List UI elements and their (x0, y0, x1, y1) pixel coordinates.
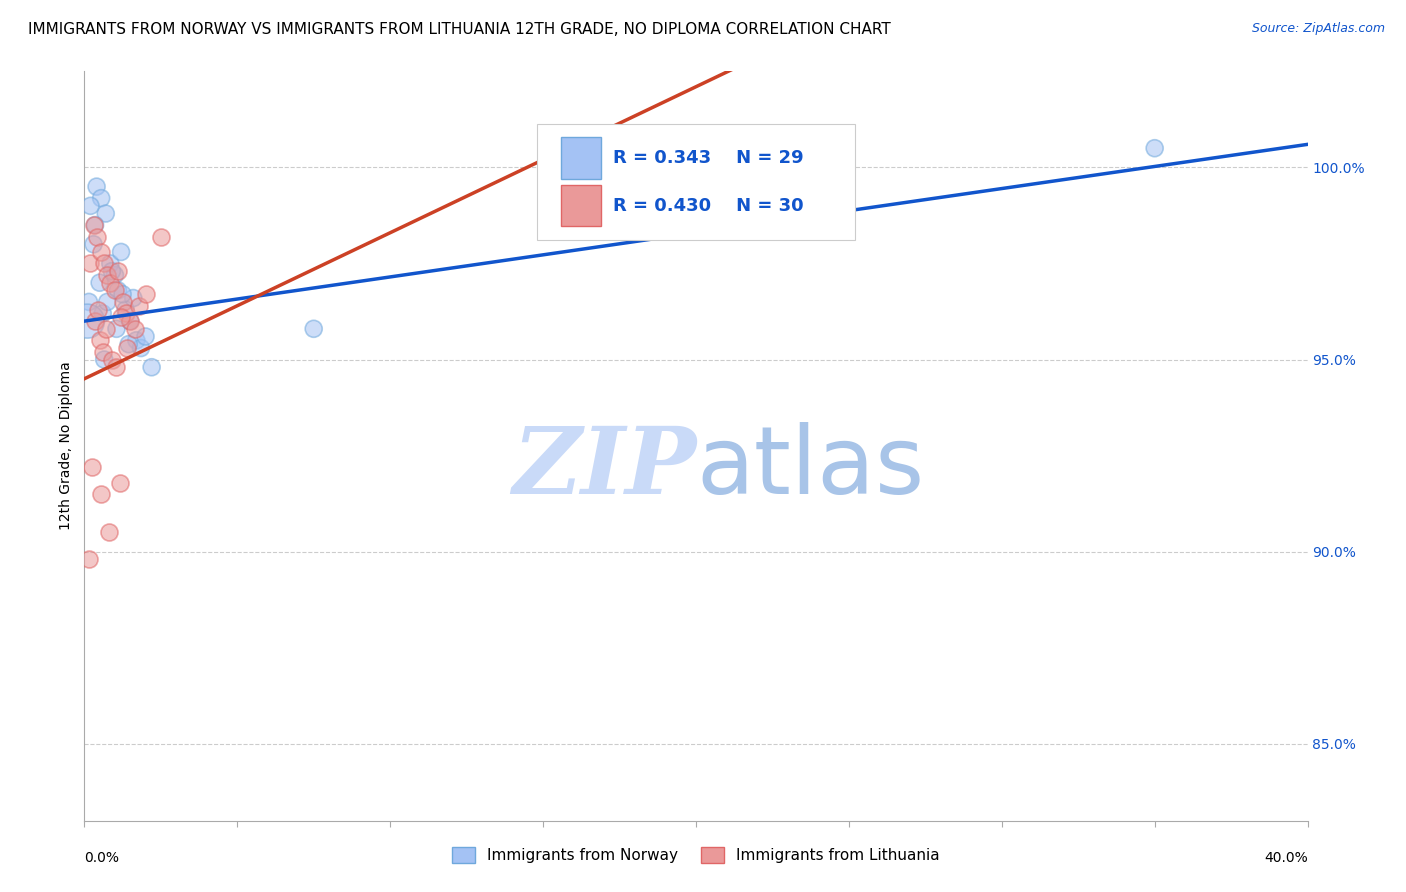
Point (79, 199, 101, 213)
Point (115, 341, 138, 355)
Point (110, 310, 132, 325)
Point (77, 552, 100, 566)
FancyBboxPatch shape (561, 137, 600, 178)
Text: 40.0%: 40.0% (1264, 851, 1308, 865)
Point (111, 287, 134, 301)
Point (87, 302, 110, 317)
Point (90, 191, 112, 205)
Point (1143, 141, 1166, 155)
Point (77, 294, 100, 309)
Point (93, 256, 115, 270)
Text: 0.0%: 0.0% (84, 851, 120, 865)
Point (135, 329, 157, 343)
Text: R = 0.343    N = 29: R = 0.343 N = 29 (613, 149, 803, 167)
Point (97, 525, 120, 540)
FancyBboxPatch shape (537, 124, 855, 240)
Point (80, 460, 103, 475)
Point (86, 229, 108, 244)
Point (108, 475, 131, 490)
Point (96, 294, 118, 309)
Point (89, 276, 111, 290)
Point (89, 334, 111, 348)
Point (107, 264, 129, 278)
Point (83, 218, 105, 232)
Point (86, 179, 108, 194)
Point (94, 206, 117, 220)
Point (104, 284, 127, 298)
FancyBboxPatch shape (561, 186, 600, 227)
Point (120, 314, 142, 328)
Point (101, 352, 124, 367)
Point (83, 237, 105, 252)
Point (90, 244, 112, 259)
Point (114, 302, 136, 317)
Point (104, 268, 127, 282)
Text: R = 0.430    N = 30: R = 0.430 N = 30 (613, 197, 803, 215)
Point (114, 306, 136, 320)
Point (79, 256, 101, 270)
Point (96, 268, 118, 282)
Point (149, 229, 172, 244)
Point (110, 244, 132, 259)
Point (124, 322, 146, 336)
Point (105, 322, 128, 336)
Point (141, 360, 163, 375)
Point (111, 294, 134, 309)
Point (118, 337, 141, 351)
Point (98, 256, 121, 270)
Point (135, 287, 157, 301)
Point (125, 334, 148, 348)
Point (94, 322, 117, 336)
Point (302, 322, 325, 336)
Point (107, 284, 129, 298)
Text: Source: ZipAtlas.com: Source: ZipAtlas.com (1251, 22, 1385, 36)
Point (76, 314, 98, 328)
Point (84, 314, 107, 328)
Point (128, 299, 150, 313)
Text: atlas: atlas (696, 423, 924, 515)
Y-axis label: 12th Grade, No Diploma: 12th Grade, No Diploma (59, 361, 73, 531)
Point (91, 344, 114, 359)
Point (98, 276, 121, 290)
Point (120, 314, 142, 328)
Point (129, 341, 152, 355)
Point (84, 218, 107, 232)
Point (105, 360, 128, 375)
Point (90, 487, 112, 501)
Point (122, 291, 145, 305)
Point (91, 306, 114, 320)
Text: ZIP: ZIP (512, 424, 696, 514)
Legend: Immigrants from Norway, Immigrants from Lithuania: Immigrants from Norway, Immigrants from … (446, 841, 946, 869)
Point (101, 264, 124, 278)
Text: IMMIGRANTS FROM NORWAY VS IMMIGRANTS FROM LITHUANIA 12TH GRADE, NO DIPLOMA CORRE: IMMIGRANTS FROM NORWAY VS IMMIGRANTS FRO… (28, 22, 891, 37)
Point (93, 352, 115, 367)
